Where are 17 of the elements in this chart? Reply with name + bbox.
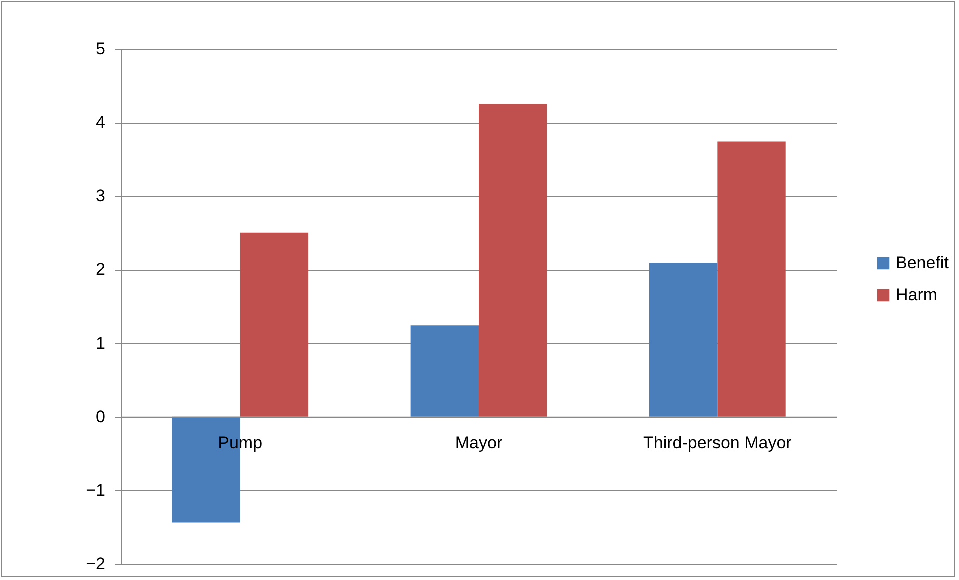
y-tick-label: 1: [96, 334, 106, 353]
y-tick-label: −2: [86, 554, 106, 574]
y-tick-label: 4: [96, 113, 106, 132]
y-tick-label: −1: [86, 480, 106, 500]
bar: [718, 142, 786, 417]
legend-label: Benefit: [896, 254, 950, 272]
bar: [410, 326, 479, 417]
y-tick-label: 5: [96, 40, 106, 58]
legend-label: Harm: [896, 286, 938, 304]
x-tick-label: Mayor: [455, 433, 503, 452]
bar: [240, 232, 309, 417]
bar: [479, 104, 548, 417]
y-tick-label: 0: [96, 407, 106, 426]
x-tick-label: Third-person Mayor: [644, 433, 792, 452]
bar: [649, 263, 718, 417]
y-tick-label: 2: [96, 260, 106, 280]
y-tick-label: 3: [96, 186, 106, 206]
